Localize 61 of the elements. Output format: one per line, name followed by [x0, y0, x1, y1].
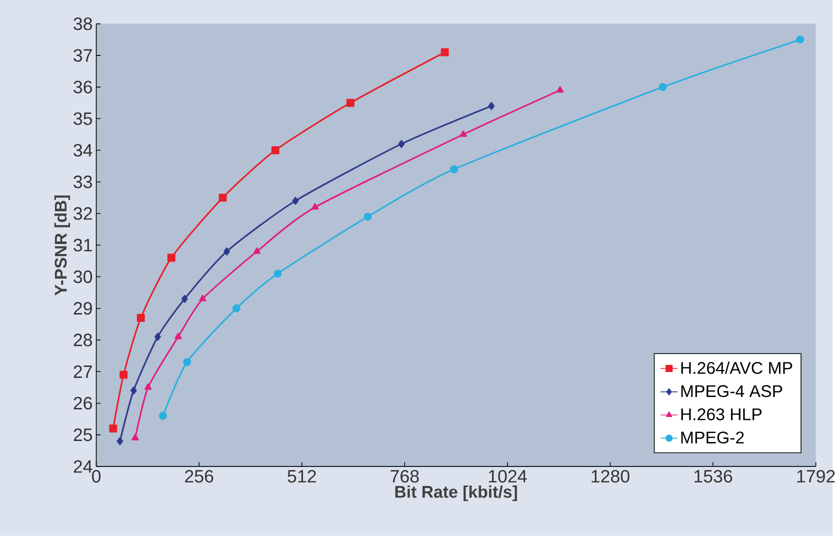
- point: [312, 203, 319, 210]
- y-axis-title: Y-PSNR [dB]: [54, 196, 70, 296]
- x-tick-label: 1792: [797, 470, 835, 483]
- y-tick-label: 37: [74, 49, 92, 62]
- y-tick-label: 31: [74, 238, 92, 252]
- point: [130, 386, 137, 395]
- point: [274, 270, 282, 278]
- y-tick-label: 36: [74, 80, 92, 94]
- point: [556, 86, 564, 93]
- point: [460, 130, 467, 137]
- point: [218, 194, 227, 202]
- legend-label: H.263 HLP: [681, 408, 762, 420]
- point: [181, 294, 188, 303]
- y-tick-label: 32: [74, 207, 92, 220]
- x-tick-label: 1536: [694, 470, 732, 483]
- point: [158, 412, 167, 420]
- point: [658, 83, 667, 92]
- point: [199, 294, 206, 302]
- y-tick-label: 24: [74, 460, 92, 473]
- point: [232, 304, 240, 312]
- point: [450, 165, 458, 174]
- y-tick-label: 38: [74, 18, 92, 30]
- point: [488, 102, 495, 110]
- point: [144, 383, 152, 390]
- point: [136, 314, 145, 322]
- point: [183, 358, 191, 366]
- y-tick-label: 29: [74, 302, 92, 315]
- point: [253, 248, 260, 254]
- point: [271, 146, 280, 154]
- point: [109, 424, 118, 433]
- point: [224, 248, 230, 256]
- y-tick-label: 34: [74, 144, 92, 157]
- point: [167, 254, 176, 262]
- x-tick-label: 0: [92, 470, 101, 483]
- point: [364, 212, 372, 221]
- y-tick-label: 25: [74, 428, 92, 442]
- y-tick-label: 28: [74, 334, 92, 346]
- point: [120, 370, 128, 379]
- point: [398, 140, 405, 148]
- y-tick-label: 27: [74, 365, 92, 378]
- point: [154, 332, 161, 341]
- legend-label: H.264/AVC MP: [681, 362, 792, 374]
- point: [116, 437, 124, 446]
- y-tick-label: 26: [74, 396, 92, 410]
- x-tick-label: 256: [185, 470, 214, 483]
- point: [132, 434, 139, 440]
- y-tick-label: 33: [74, 176, 92, 188]
- x-axis-title: Bit Rate [kbit/s]: [395, 485, 517, 502]
- point: [174, 332, 182, 340]
- y-tick-label: 30: [74, 270, 92, 284]
- x-tick-label: 768: [390, 470, 419, 483]
- point: [346, 98, 354, 107]
- point: [796, 36, 804, 44]
- x-tick-label: 1024: [488, 470, 527, 483]
- legend-label: MPEG-4 ASP: [681, 385, 782, 398]
- legend-label: MPEG-2: [681, 432, 744, 444]
- x-tick-label: 512: [288, 470, 316, 483]
- point: [292, 196, 299, 205]
- y-tick-label: 35: [74, 112, 92, 126]
- point: [440, 48, 449, 56]
- x-tick-label: 1280: [592, 470, 630, 483]
